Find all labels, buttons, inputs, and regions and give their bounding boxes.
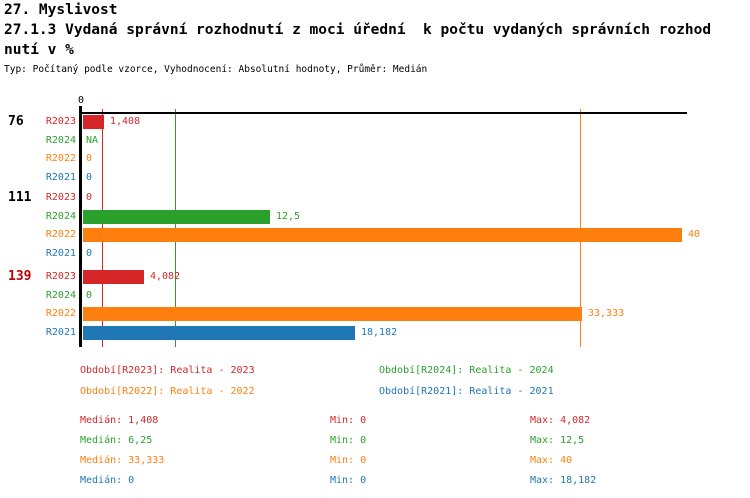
row-label-r2023-group-76: R2023 — [45, 116, 76, 127]
bar-r2022-group-139 — [83, 307, 582, 322]
row-label-r2021-group-111: R2021 — [45, 247, 76, 259]
stat-max-r2022: Max: 40 — [530, 455, 573, 466]
value-label-r2021-group-111: 0 — [86, 247, 93, 259]
row-label-r2022-group-76: R2022 — [45, 153, 76, 165]
row-label-r2022-group-139: R2022 — [45, 308, 76, 320]
row-label-r2024-group-139: R2024 — [45, 289, 76, 301]
row-label-r2021-group-76: R2021 — [45, 171, 76, 183]
meta-line: Typ: Počítaný podle vzorce, Vyhodnocení:… — [4, 64, 428, 75]
value-label-r2021-group-76: 0 — [86, 171, 93, 183]
bar-r2022-group-111 — [83, 228, 682, 243]
stat-min-r2021: Min: 0 — [330, 475, 367, 486]
legend-item-r2021: Období[R2021]: Realita - 2021 — [379, 386, 554, 397]
legend-item-r2022: Období[R2022]: Realita - 2022 — [80, 386, 255, 397]
stat-median-r2021: Medián: 0 — [80, 475, 135, 486]
row-label-r2023-group-139: R2023 — [45, 271, 76, 282]
value-label-r2024-group-111: 12,5 — [276, 210, 301, 222]
value-label-r2024-group-139: 0 — [86, 289, 93, 301]
stat-max-r2021: Max: 18,182 — [530, 475, 597, 486]
bar-r2023-group-139 — [83, 270, 144, 284]
value-label-r2023-group-139: 4,082 — [150, 271, 181, 282]
y-axis-line — [79, 106, 82, 347]
legend-item-r2024: Období[R2024]: Realita - 2024 — [379, 365, 554, 376]
value-label-r2022-group-111: 40 — [688, 229, 701, 241]
indicator-title-line1: 27.1.3 Vydaná správní rozhodnutí z moci … — [4, 22, 712, 38]
stat-max-r2023: Max: 4,082 — [530, 415, 591, 426]
stat-median-r2024: Medián: 6,25 — [80, 435, 153, 446]
row-label-r2024-group-76: R2024 — [45, 134, 76, 146]
row-label-r2024-group-111: R2024 — [45, 210, 76, 222]
bar-r2023-group-76 — [83, 115, 104, 129]
median-line-r2024 — [175, 109, 176, 347]
indicator-title-line2: nutí v % — [4, 42, 74, 58]
stat-min-r2022: Min: 0 — [330, 455, 367, 466]
stat-min-r2023: Min: 0 — [330, 415, 367, 426]
value-label-r2023-group-76: 1,408 — [110, 116, 141, 127]
group-label-111: 111 — [8, 190, 32, 205]
value-label-r2021-group-139: 18,182 — [361, 326, 398, 338]
row-label-r2023-group-111: R2023 — [45, 192, 76, 203]
x-axis-line — [79, 112, 687, 114]
value-label-r2024-group-76: NA — [86, 134, 99, 146]
stat-max-r2024: Max: 12,5 — [530, 435, 585, 446]
stat-min-r2024: Min: 0 — [330, 435, 367, 446]
value-label-r2022-group-76: 0 — [86, 153, 93, 165]
value-label-r2022-group-139: 33,333 — [588, 308, 625, 320]
bar-r2024-group-111 — [83, 209, 270, 224]
x-axis-tick-zero: 0 — [77, 95, 85, 106]
stat-median-r2022: Medián: 33,333 — [80, 455, 165, 466]
group-label-139: 139 — [8, 269, 32, 284]
median-line-r2022 — [580, 109, 581, 347]
stat-median-r2023: Medián: 1,408 — [80, 415, 159, 426]
bar-r2021-group-139 — [83, 325, 355, 340]
legend-item-r2023: Období[R2023]: Realita - 2023 — [80, 365, 255, 376]
value-label-r2023-group-111: 0 — [86, 192, 93, 203]
row-label-r2021-group-139: R2021 — [45, 326, 76, 338]
group-label-76: 76 — [8, 114, 24, 129]
median-line-r2023 — [102, 109, 103, 347]
row-label-r2022-group-111: R2022 — [45, 229, 76, 241]
section-title: 27. Myslivost — [4, 2, 118, 18]
